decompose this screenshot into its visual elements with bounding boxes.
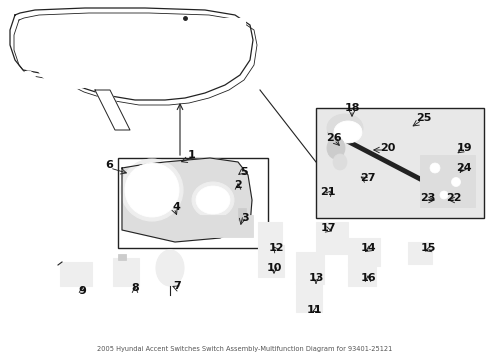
- Ellipse shape: [450, 177, 460, 186]
- Text: 10: 10: [266, 263, 281, 273]
- Text: 18: 18: [344, 103, 359, 113]
- Text: 26: 26: [325, 133, 341, 143]
- Ellipse shape: [326, 114, 362, 142]
- Bar: [315, 222, 347, 254]
- Polygon shape: [122, 158, 251, 242]
- Ellipse shape: [34, 21, 110, 89]
- Text: 17: 17: [320, 223, 335, 233]
- Ellipse shape: [130, 168, 174, 212]
- Polygon shape: [10, 8, 252, 100]
- Text: 23: 23: [420, 193, 435, 203]
- Text: 16: 16: [360, 273, 375, 283]
- Ellipse shape: [429, 163, 439, 173]
- Bar: [295, 252, 324, 284]
- Ellipse shape: [326, 137, 345, 159]
- Text: 19: 19: [455, 143, 471, 153]
- Text: 6: 6: [105, 160, 113, 170]
- Text: 4: 4: [172, 202, 180, 212]
- Text: 21: 21: [320, 187, 335, 197]
- Bar: [295, 282, 321, 312]
- Bar: [258, 245, 284, 277]
- Text: 8: 8: [131, 283, 139, 293]
- Text: 13: 13: [307, 273, 323, 283]
- Text: 9: 9: [78, 286, 86, 296]
- Bar: [118, 158, 267, 248]
- Bar: [347, 264, 375, 286]
- Text: 15: 15: [420, 243, 435, 253]
- Bar: [419, 155, 474, 207]
- Bar: [118, 254, 126, 260]
- Ellipse shape: [439, 191, 447, 199]
- Ellipse shape: [120, 25, 180, 79]
- Ellipse shape: [121, 159, 183, 221]
- Text: 7: 7: [173, 281, 181, 291]
- Bar: [315, 108, 483, 218]
- Text: 11: 11: [305, 305, 321, 315]
- Text: 24: 24: [455, 163, 471, 173]
- Ellipse shape: [332, 154, 346, 170]
- Bar: [258, 222, 282, 246]
- Bar: [407, 242, 431, 264]
- Text: 22: 22: [446, 193, 461, 203]
- Bar: [190, 18, 244, 56]
- Bar: [60, 262, 92, 286]
- Ellipse shape: [196, 186, 229, 214]
- Bar: [113, 258, 139, 286]
- Text: 3: 3: [241, 213, 248, 223]
- Text: 20: 20: [380, 143, 395, 153]
- Bar: [347, 238, 379, 266]
- Ellipse shape: [333, 121, 361, 143]
- Bar: [195, 215, 252, 237]
- Text: 2005 Hyundai Accent Switches Switch Assembly-Multifunction Diagram for 93401-251: 2005 Hyundai Accent Switches Switch Asse…: [97, 346, 391, 352]
- Ellipse shape: [192, 182, 234, 218]
- Ellipse shape: [156, 250, 183, 286]
- Text: 14: 14: [360, 243, 375, 253]
- Text: 25: 25: [415, 113, 431, 123]
- Text: 5: 5: [240, 167, 247, 177]
- Text: 12: 12: [268, 243, 283, 253]
- Ellipse shape: [19, 71, 37, 99]
- Text: 27: 27: [360, 173, 375, 183]
- Polygon shape: [95, 90, 130, 130]
- Text: 2: 2: [234, 180, 242, 190]
- Text: 1: 1: [188, 150, 196, 160]
- Bar: [238, 208, 245, 220]
- Ellipse shape: [125, 163, 179, 217]
